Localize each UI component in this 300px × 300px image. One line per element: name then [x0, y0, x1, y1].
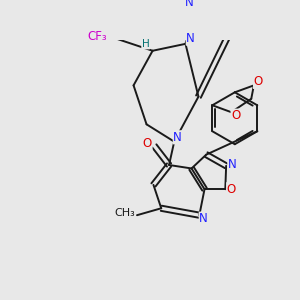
Text: O: O — [254, 75, 263, 88]
Text: O: O — [227, 183, 236, 196]
Text: CF₃: CF₃ — [87, 30, 107, 44]
Text: N: N — [173, 131, 182, 144]
Text: H: H — [142, 39, 149, 49]
Text: N: N — [199, 212, 208, 225]
Text: O: O — [143, 137, 152, 150]
Text: N: N — [184, 0, 193, 9]
Text: CH₃: CH₃ — [115, 208, 135, 218]
Text: N: N — [228, 158, 237, 171]
Text: N: N — [186, 32, 195, 45]
Text: O: O — [231, 109, 240, 122]
